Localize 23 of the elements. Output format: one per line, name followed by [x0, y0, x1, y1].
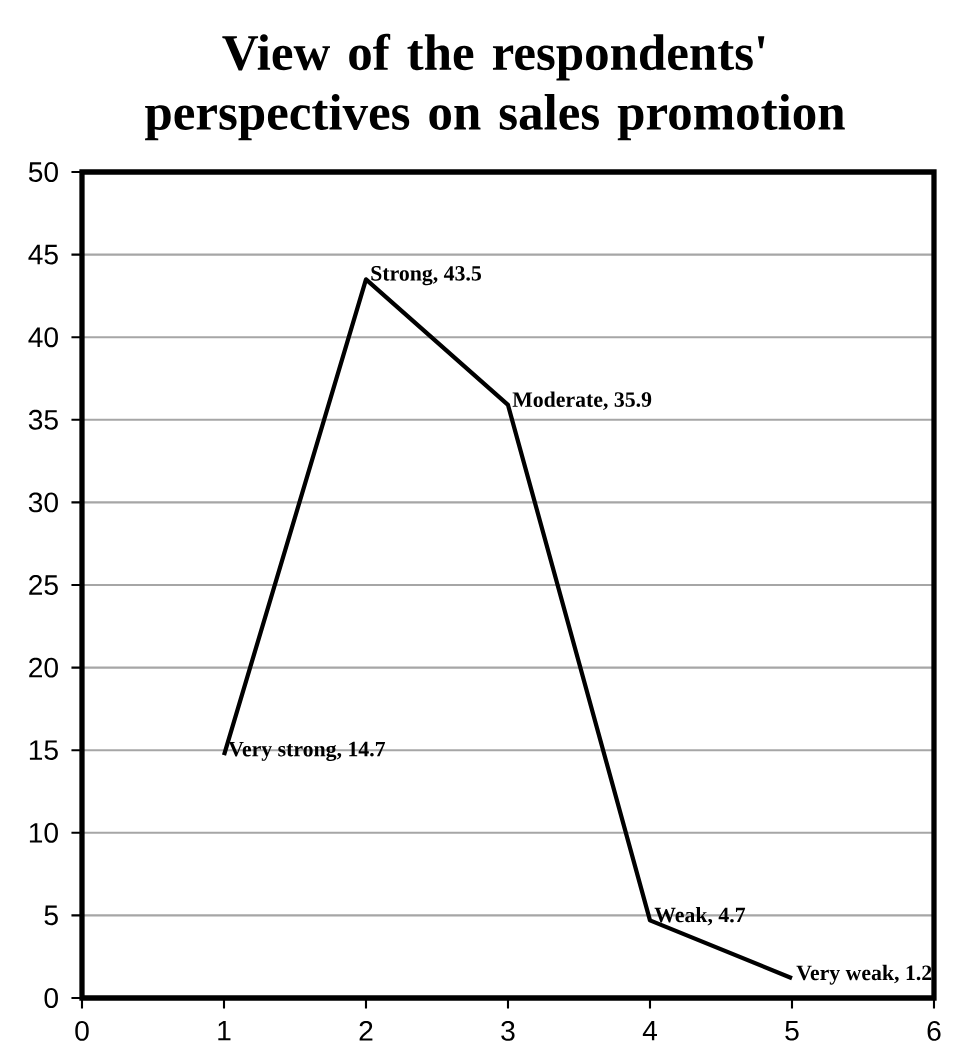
y-tick-label: 10: [29, 822, 58, 843]
x-tick-label: 1: [218, 1020, 231, 1041]
y-tick-label: 35: [28, 409, 58, 430]
chart-title: View of the respondents' perspectives on sales promotion: [145, 33, 845, 141]
y-tick-label: 0: [44, 988, 58, 1008]
annotation: Moderate, 35.9: [512, 391, 652, 411]
y-tick-label: 45: [28, 244, 58, 265]
x-tick-label: 4: [642, 1020, 657, 1041]
x-tick-label: 2: [359, 1020, 373, 1041]
y-tick-label: 50: [28, 162, 58, 182]
y-tick-label: 5: [44, 905, 58, 926]
y-tick-label: 40: [28, 327, 58, 348]
x-tick-label: 3: [501, 1020, 515, 1041]
y-tick-label: 15: [29, 740, 58, 761]
x-tick-label: 5: [785, 1020, 799, 1041]
x-tick-label: 6: [927, 1020, 941, 1041]
y-tick-label: 20: [29, 657, 58, 678]
annotation: Weak, 4.7: [654, 907, 746, 926]
annotation: Very strong, 14.7: [228, 741, 386, 761]
y-tick-label: 30: [28, 492, 58, 513]
annotation: Strong, 43.5: [371, 266, 481, 286]
y-tick-label: 25: [29, 575, 58, 595]
x-tick-label: 0: [75, 1020, 89, 1041]
